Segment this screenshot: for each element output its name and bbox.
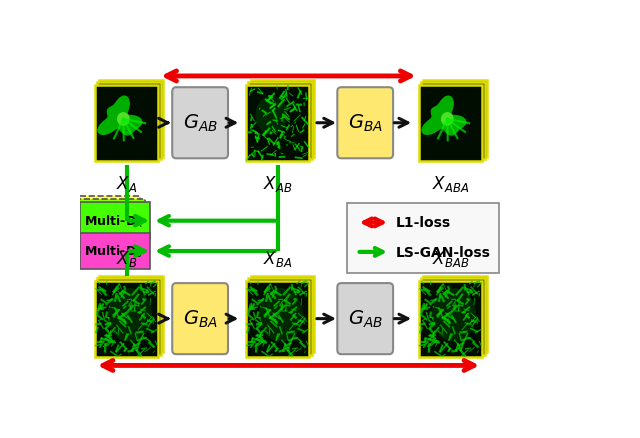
Text: LS-GAN-loss: LS-GAN-loss — [396, 245, 490, 259]
Text: $G_{AB}$: $G_{AB}$ — [182, 113, 218, 134]
Bar — [348, 204, 499, 273]
FancyBboxPatch shape — [172, 88, 228, 159]
Bar — [246, 281, 309, 357]
Bar — [70, 196, 140, 233]
Bar — [421, 83, 484, 159]
Bar — [246, 85, 309, 162]
Ellipse shape — [117, 113, 130, 127]
Polygon shape — [421, 96, 467, 136]
Text: $G_{BA}$: $G_{BA}$ — [348, 113, 383, 134]
Text: $G_{AB}$: $G_{AB}$ — [348, 308, 383, 329]
Bar — [423, 276, 487, 353]
Ellipse shape — [431, 289, 476, 342]
Bar — [419, 85, 482, 162]
FancyBboxPatch shape — [172, 283, 228, 354]
Text: $G_{BA}$: $G_{BA}$ — [182, 308, 218, 329]
FancyBboxPatch shape — [337, 88, 393, 159]
Ellipse shape — [259, 289, 303, 342]
Text: $X_{BAB}$: $X_{BAB}$ — [432, 249, 469, 269]
Bar — [421, 279, 484, 355]
Text: Multi-D$_A$: Multi-D$_A$ — [84, 213, 143, 229]
Ellipse shape — [255, 97, 287, 135]
Bar — [250, 276, 314, 353]
Bar — [95, 281, 158, 357]
Bar — [419, 281, 482, 357]
Bar — [250, 81, 314, 157]
Text: $X_A$: $X_A$ — [116, 173, 137, 194]
Bar — [97, 279, 161, 355]
Bar — [76, 200, 145, 236]
Text: $X_{BA}$: $X_{BA}$ — [263, 249, 292, 269]
Bar — [248, 279, 312, 355]
Text: L1-loss: L1-loss — [396, 216, 451, 230]
Text: $X_{AB}$: $X_{AB}$ — [263, 173, 292, 194]
Bar — [80, 203, 150, 239]
Ellipse shape — [441, 113, 454, 127]
Bar — [248, 83, 312, 159]
Bar — [97, 83, 161, 159]
Text: Multi-D$_B$: Multi-D$_B$ — [84, 244, 143, 259]
Polygon shape — [97, 96, 143, 136]
Bar — [99, 81, 163, 157]
Ellipse shape — [108, 289, 152, 342]
FancyBboxPatch shape — [337, 283, 393, 354]
Bar — [95, 85, 158, 162]
Bar — [99, 276, 163, 353]
Bar — [76, 230, 145, 266]
Text: $X_{ABA}$: $X_{ABA}$ — [432, 173, 469, 194]
Bar — [423, 81, 487, 157]
Bar — [80, 233, 150, 270]
Text: $X_B$: $X_B$ — [116, 249, 137, 269]
Bar — [70, 226, 140, 263]
